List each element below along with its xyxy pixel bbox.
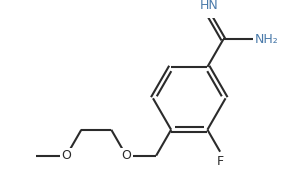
Text: HN: HN (200, 0, 218, 12)
Text: NH₂: NH₂ (255, 33, 279, 46)
Text: O: O (121, 149, 131, 162)
Text: O: O (62, 149, 71, 162)
Text: F: F (217, 155, 224, 168)
